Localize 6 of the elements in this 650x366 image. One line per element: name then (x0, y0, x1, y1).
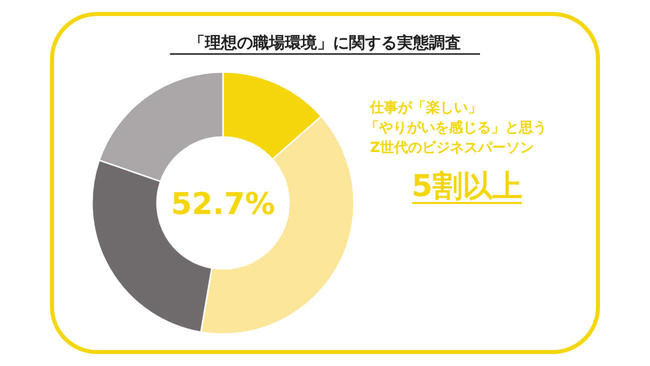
chart-title: 「理想の職場環境」に関する実態調査 (189, 33, 461, 52)
text: 仕事が「楽しい」 (369, 100, 482, 116)
text: 52.7% (170, 187, 276, 222)
text: 「やりがいを感じる」と思う (365, 120, 547, 136)
text: 5割以上 (412, 169, 522, 204)
text: Z世代のビジネスパーソン (370, 140, 534, 156)
